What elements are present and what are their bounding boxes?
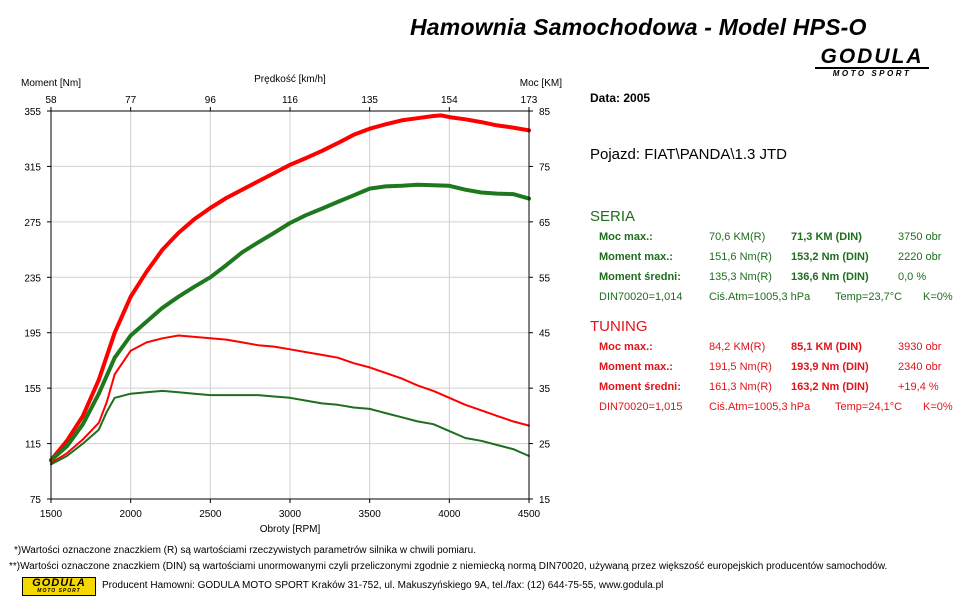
x-tick-label: 2500 bbox=[199, 509, 222, 520]
seria-power-rpm: 3750 obr bbox=[898, 231, 942, 243]
right-tick-label: 75 bbox=[539, 162, 551, 173]
left-tick-label: 195 bbox=[24, 329, 41, 340]
x-tick-label: 4500 bbox=[518, 509, 541, 520]
seria-avg-label: Moment średni: bbox=[599, 271, 681, 283]
page-title: Hamownia Samochodowa - Model HPS-O bbox=[410, 14, 867, 40]
right-tick-label: 85 bbox=[539, 107, 551, 118]
tuning-torque-r: 191,5 Nm(R) bbox=[709, 361, 772, 373]
footnote-din: **)Wartości oznaczone znaczkiem (DIN) są… bbox=[9, 561, 888, 572]
seria-temp: Temp=23,7°C bbox=[835, 291, 903, 303]
right-tick-label: 45 bbox=[539, 329, 551, 340]
tuning-power-din: 85,1 KM (DIN) bbox=[791, 341, 862, 353]
test-date: Data: 2005 bbox=[590, 91, 651, 105]
seria-power-din: 71,3 KM (DIN) bbox=[791, 231, 862, 243]
series-tuning-power-line bbox=[49, 113, 531, 463]
series-seria-power-line bbox=[49, 182, 531, 463]
x-axis-title: Obroty [RPM] bbox=[260, 524, 321, 535]
right-tick-label: 15 bbox=[539, 495, 551, 506]
godula-logo: GODULA MOTO SPORT bbox=[815, 45, 929, 78]
tuning-avg-r: 161,3 Nm(R) bbox=[709, 381, 772, 393]
left-tick-label: 275 bbox=[24, 218, 41, 229]
tuning-torque-label: Moment max.: bbox=[599, 361, 673, 373]
seria-torque-din: 153,2 Nm (DIN) bbox=[791, 251, 869, 263]
top-tick-label: 58 bbox=[45, 95, 57, 106]
left-tick-label: 155 bbox=[24, 384, 41, 395]
vehicle-name: Pojazd: FIAT\PANDA\1.3 JTD bbox=[590, 146, 787, 163]
left-tick-label: 355 bbox=[24, 107, 41, 118]
right-tick-label: 65 bbox=[539, 218, 551, 229]
seria-din-factor: DIN70020=1,014 bbox=[599, 291, 683, 303]
seria-k: K=0% bbox=[923, 291, 953, 303]
logo-small-name: GODULA bbox=[32, 577, 86, 589]
seria-atm: Ciś.Atm=1005,3 hPa bbox=[709, 291, 811, 303]
x-tick-label: 2000 bbox=[120, 509, 143, 520]
left-tick-label: 115 bbox=[25, 440, 41, 451]
seria-avg-din: 136,6 Nm (DIN) bbox=[791, 271, 869, 283]
right-axis-title: Moc [KM] bbox=[520, 78, 562, 89]
top-tick-label: 77 bbox=[125, 95, 137, 106]
seria-torque-label: Moment max.: bbox=[599, 251, 673, 263]
logo-name: GODULA bbox=[820, 45, 924, 68]
tuning-atm: Ciś.Atm=1005,3 hPa bbox=[709, 401, 811, 413]
seria-power-label: Moc max.: bbox=[599, 231, 653, 243]
right-tick-label: 55 bbox=[539, 273, 551, 284]
top-tick-label: 96 bbox=[205, 95, 217, 106]
tuning-power-r: 84,2 KM(R) bbox=[709, 341, 766, 353]
top-tick-label: 135 bbox=[361, 95, 378, 106]
right-tick-label: 25 bbox=[539, 440, 551, 451]
tuning-k: K=0% bbox=[923, 401, 953, 413]
left-tick-label: 235 bbox=[24, 273, 41, 284]
x-tick-label: 3000 bbox=[279, 509, 302, 520]
x-tick-label: 4000 bbox=[438, 509, 461, 520]
logo-small-subtitle: MOTO SPORT bbox=[37, 588, 81, 594]
tuning-din-factor: DIN70020=1,015 bbox=[599, 401, 683, 413]
seria-avg-r: 135,3 Nm(R) bbox=[709, 271, 772, 283]
tuning-temp: Temp=24,1°C bbox=[835, 401, 903, 413]
tuning-avg-din: 163,2 Nm (DIN) bbox=[791, 381, 869, 393]
seria-torque-rpm: 2220 obr bbox=[898, 251, 942, 263]
left-tick-label: 315 bbox=[24, 162, 41, 173]
footnote-r: *)Wartości oznaczone znaczkiem (R) są wa… bbox=[14, 545, 476, 556]
seria-avg-percent: 0,0 % bbox=[898, 271, 927, 283]
tuning-title: TUNING bbox=[590, 318, 648, 335]
series-seria-torque-line bbox=[50, 389, 530, 466]
right-tick-label: 35 bbox=[539, 384, 551, 395]
tuning-avg-label: Moment średni: bbox=[599, 381, 681, 393]
top-axis-title: Prędkość [km/h] bbox=[254, 74, 326, 85]
tuning-power-rpm: 3930 obr bbox=[898, 341, 942, 353]
top-tick-label: 154 bbox=[441, 95, 458, 106]
series-tuning-torque-line bbox=[50, 334, 530, 464]
x-tick-label: 1500 bbox=[40, 509, 63, 520]
godula-logo-small: GODULA MOTO SPORT bbox=[22, 577, 96, 596]
tuning-power-label: Moc max.: bbox=[599, 341, 653, 353]
tuning-torque-rpm: 2340 obr bbox=[898, 361, 942, 373]
left-axis-title: Moment [Nm] bbox=[21, 78, 81, 89]
seria-torque-r: 151,6 Nm(R) bbox=[709, 251, 772, 263]
tuning-avg-percent: +19,4 % bbox=[898, 381, 939, 393]
logo-divider bbox=[815, 67, 929, 69]
tuning-torque-din: 193,9 Nm (DIN) bbox=[791, 361, 869, 373]
producer-info: Producent Hamowni: GODULA MOTO SPORT Kra… bbox=[102, 580, 664, 591]
x-tick-label: 3500 bbox=[359, 509, 382, 520]
left-tick-label: 75 bbox=[30, 495, 42, 506]
seria-title: SERIA bbox=[590, 208, 636, 225]
top-tick-label: 116 bbox=[282, 95, 298, 106]
seria-power-r: 70,6 KM(R) bbox=[709, 231, 766, 243]
logo-subtitle: MOTO SPORT bbox=[832, 69, 912, 78]
top-tick-label: 173 bbox=[521, 95, 538, 106]
